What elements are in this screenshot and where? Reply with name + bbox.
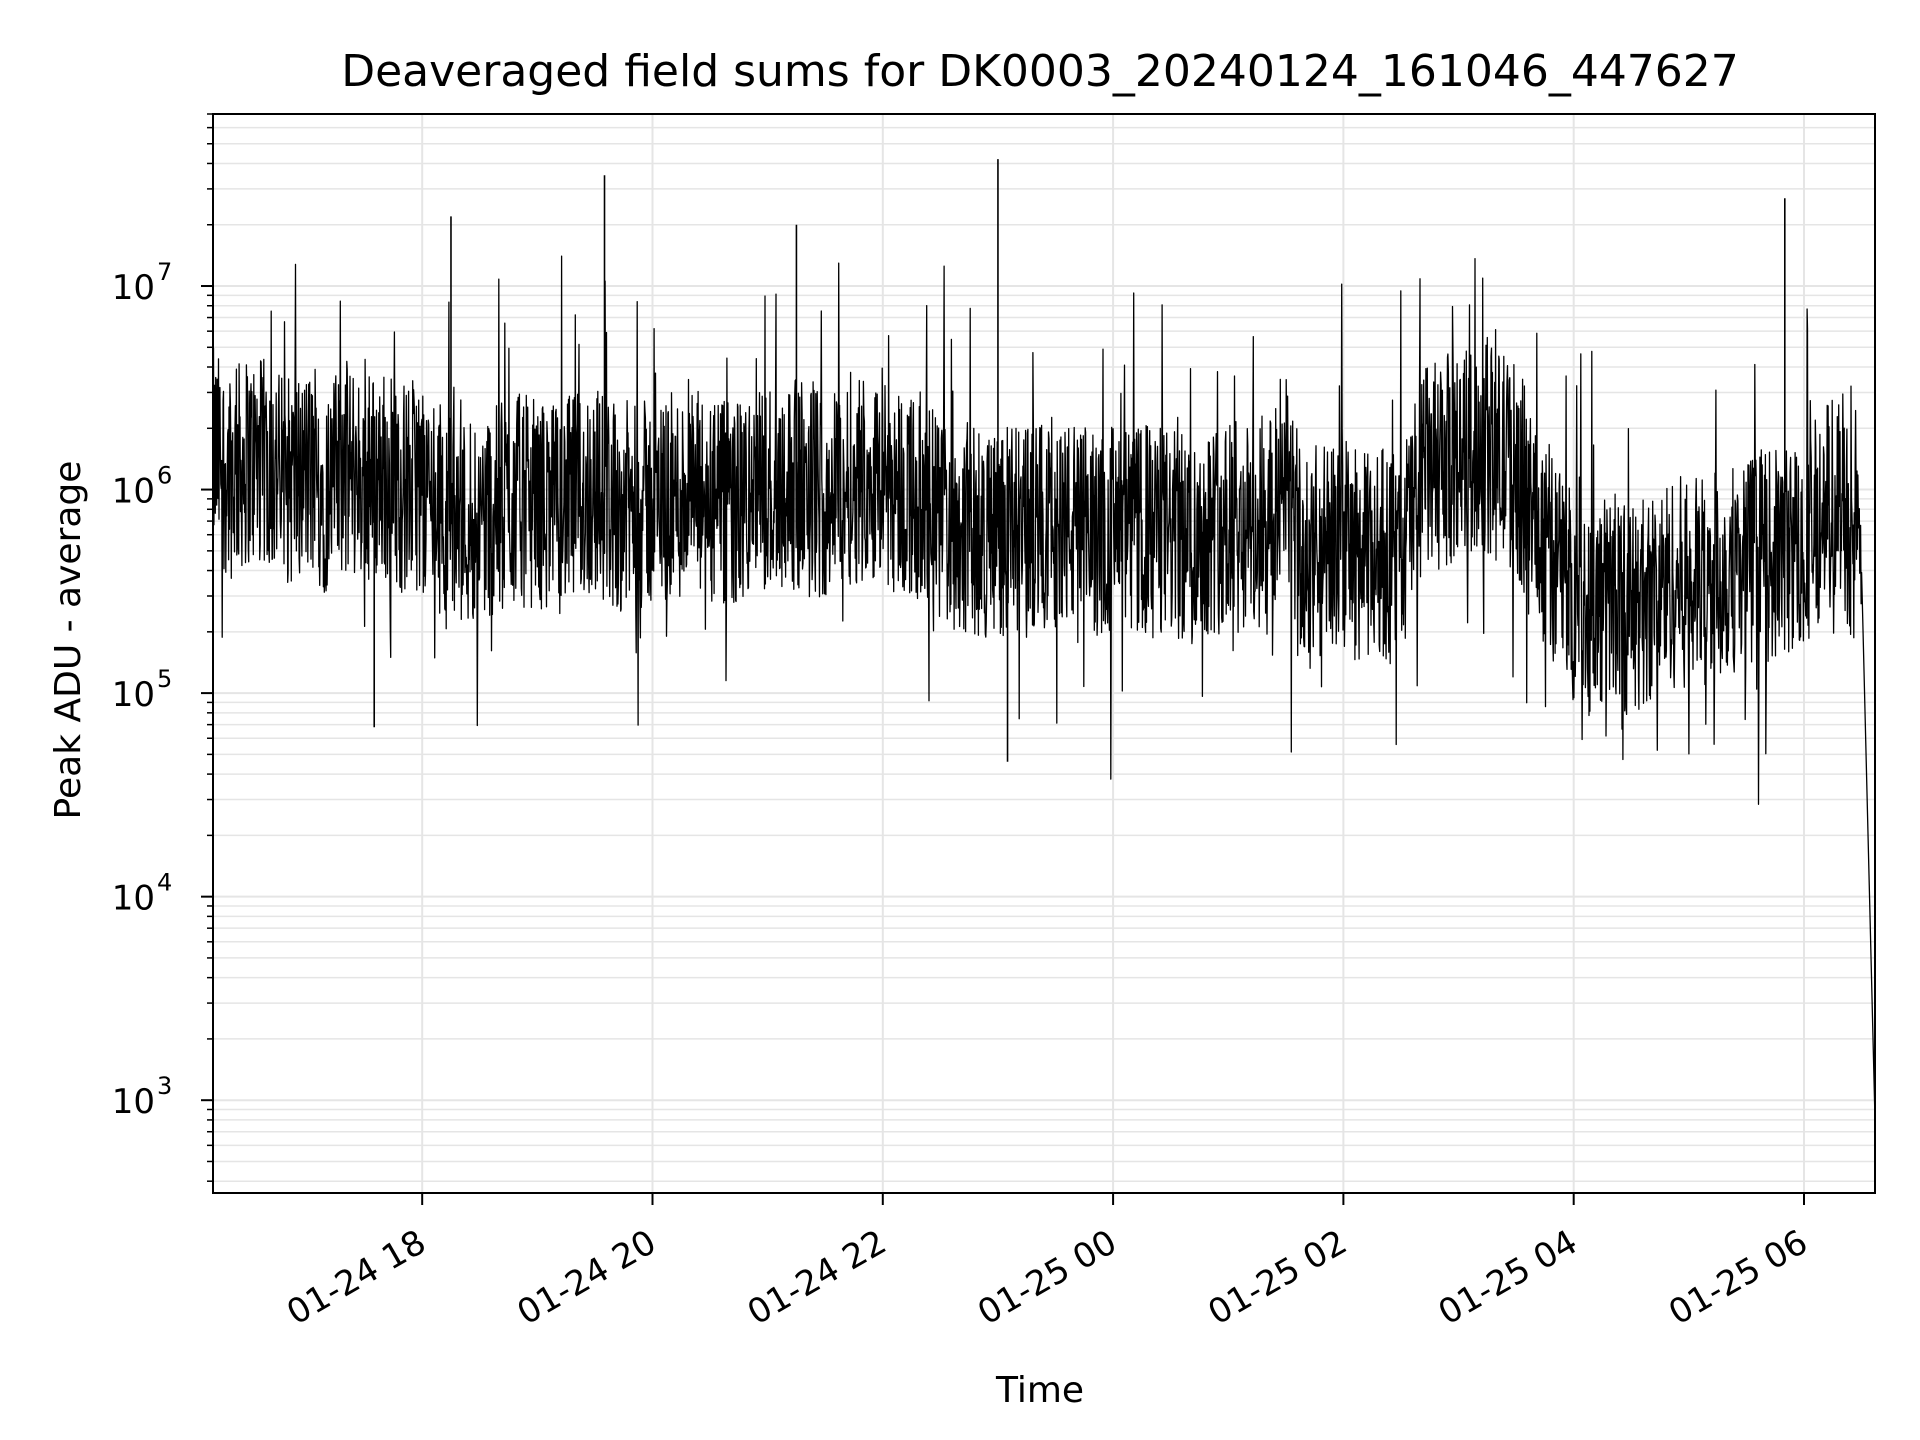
y-tick-exponent: 7 [157, 258, 172, 286]
y-tick-exponent: 5 [157, 665, 172, 693]
y-tick-label: 10 [112, 675, 155, 715]
y-tick-exponent: 4 [157, 869, 172, 897]
plot-frame [212, 113, 1876, 1194]
y-tick-label: 10 [112, 879, 155, 919]
y-tick-label: 10 [112, 1082, 155, 1122]
y-tick-exponent: 3 [157, 1072, 172, 1100]
y-tick-label: 10 [112, 472, 155, 512]
series-layer [212, 159, 1876, 1120]
x-axis-label: Time [995, 1370, 1084, 1411]
y-axis-label: Peak ADU - average [48, 461, 89, 820]
chart-title: Deaveraged field sums for DK0003_2024012… [341, 46, 1739, 97]
major-grid [213, 114, 1875, 1193]
series-line [212, 255, 1876, 1120]
y-tick-exponent: 6 [157, 462, 172, 490]
y-tick-label: 10 [112, 268, 155, 308]
